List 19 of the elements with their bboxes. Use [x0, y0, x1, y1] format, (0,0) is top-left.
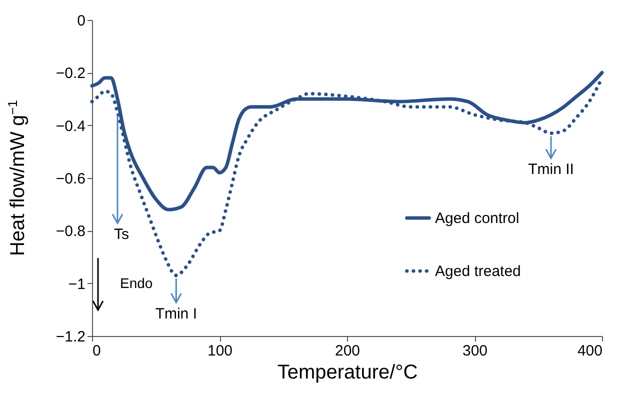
x-tick-label: 0 [92, 342, 101, 360]
annotation: Tmin II [528, 161, 574, 178]
annotation: Ts [114, 226, 129, 244]
annotation: Endo [120, 275, 153, 291]
y-tick-label: −1 [68, 276, 86, 293]
annotation: Tmin I [155, 305, 197, 322]
y-tick-label: −0.6 [56, 170, 86, 188]
x-tick-label: 200 [334, 342, 360, 360]
y-tick-label: −0.4 [56, 118, 86, 135]
x-tick-label: 400 [577, 342, 602, 360]
legend-label: Aged control [435, 210, 520, 227]
x-tick-label: 300 [462, 342, 488, 360]
y-tick-label: −1.2 [56, 328, 86, 346]
x-tick-label: 100 [207, 342, 233, 360]
y-tick-label: 0 [77, 12, 86, 30]
legend-label: Aged treated [435, 263, 521, 280]
y-tick-label: −0.8 [56, 223, 86, 240]
y-tick-label: −0.2 [56, 65, 86, 82]
x-axis-title: Temperature/°C [277, 362, 418, 384]
